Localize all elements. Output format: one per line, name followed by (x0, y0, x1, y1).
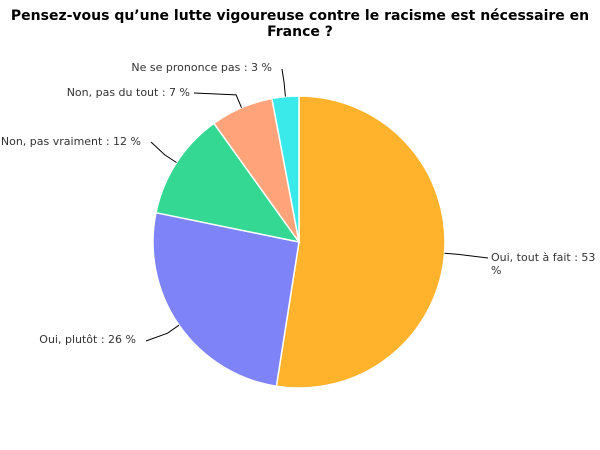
slice-label-4: Non, pas du tout : 7 % (67, 86, 190, 99)
pie-slice-3 (155, 122, 301, 244)
slice-label-1: Oui, tout à fait : 53% (491, 251, 595, 277)
pie-slice-1 (275, 95, 446, 389)
leader-line-1 (444, 252, 489, 259)
slice-labels: Oui, tout à fait : 53 % Oui, plutôt : 26 %… (1, 61, 596, 346)
slice-label-3: Non, pas vraiment : 12 % (1, 135, 141, 148)
pie-slice-5 (271, 95, 300, 243)
leader-line-2 (145, 324, 180, 342)
leader-line-4 (193, 92, 243, 108)
slice-label-2: Oui, plutôt : 26 % (39, 333, 136, 346)
leader-line-3 (150, 141, 177, 163)
chart-title: Pensez-vous qu’une lutte vigoureuse cont… (10, 8, 590, 40)
slice-label-5: Ne se prononce pas : 3 % (131, 61, 272, 74)
leader-line-5 (281, 68, 286, 97)
pie-slice-2 (152, 211, 300, 388)
pie-slices (152, 95, 446, 389)
leader-lines (145, 68, 489, 342)
